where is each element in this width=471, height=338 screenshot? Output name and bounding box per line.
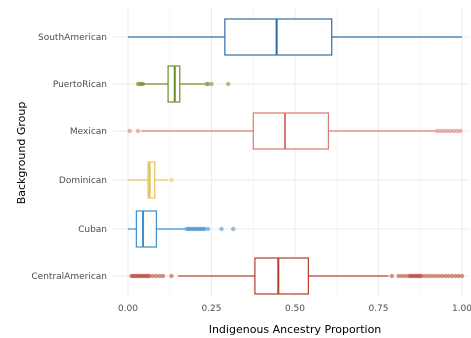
outlier-point bbox=[154, 273, 159, 279]
iqr-box bbox=[252, 112, 330, 150]
outlier-point bbox=[451, 128, 456, 134]
outlier-point bbox=[150, 273, 156, 279]
iqr-box bbox=[135, 210, 157, 248]
outlier-point bbox=[444, 128, 450, 134]
outlier-point bbox=[209, 81, 214, 87]
x-tick-label: 1.00 bbox=[452, 304, 471, 314]
outlier-point bbox=[458, 128, 463, 134]
outlier-point bbox=[436, 273, 441, 279]
x-tick-label: 0.75 bbox=[368, 304, 388, 314]
y-tick-label: CentralAmerican bbox=[31, 272, 107, 282]
outlier-point bbox=[160, 273, 166, 279]
box-mexican bbox=[127, 112, 463, 150]
y-tick-label: PuertoRican bbox=[53, 80, 107, 90]
outlier-point bbox=[399, 273, 405, 279]
outlier-point bbox=[449, 273, 455, 279]
y-tick-labels: SouthAmerican PuertoRican Mexican Dominican… bbox=[31, 33, 107, 282]
outlier-point bbox=[433, 273, 438, 279]
outlier-point bbox=[219, 226, 224, 232]
outlier-point bbox=[426, 273, 431, 279]
box-puertorican bbox=[135, 65, 231, 103]
x-tick-label: 0.00 bbox=[118, 304, 138, 314]
outlier-point bbox=[456, 273, 461, 279]
outlier-point bbox=[147, 273, 152, 279]
outlier-point bbox=[453, 273, 458, 279]
iqr-box bbox=[147, 161, 156, 199]
outlier-point bbox=[226, 81, 231, 87]
outlier-point bbox=[459, 273, 465, 279]
outlier-point bbox=[446, 273, 451, 279]
x-tick-label: 0.25 bbox=[201, 304, 221, 314]
outlier-point bbox=[205, 226, 211, 232]
y-axis-title: Background Group bbox=[15, 102, 28, 205]
outlier-point bbox=[423, 273, 428, 279]
outlier-point bbox=[419, 273, 425, 279]
y-tick-label: Cuban bbox=[78, 225, 107, 235]
x-tick-label: 0.50 bbox=[285, 304, 305, 314]
x-axis-title: Indigenous Ancestry Proportion bbox=[209, 323, 382, 336]
box-centralamerican bbox=[129, 257, 465, 295]
outlier-point bbox=[448, 128, 453, 134]
outlier-point bbox=[389, 273, 395, 279]
outlier-point bbox=[205, 81, 211, 87]
y-tick-label: SouthAmerican bbox=[38, 33, 107, 43]
outlier-point bbox=[443, 273, 448, 279]
outlier-point bbox=[434, 128, 440, 134]
y-tick-label: Dominican bbox=[59, 176, 107, 186]
iqr-box bbox=[224, 18, 333, 56]
outlier-point bbox=[169, 177, 174, 183]
iqr-box bbox=[254, 257, 309, 295]
box-dominican bbox=[128, 161, 174, 199]
outlier-point bbox=[202, 226, 208, 232]
outlier-point bbox=[157, 273, 162, 279]
outlier-point bbox=[127, 128, 132, 134]
outlier-point bbox=[403, 273, 408, 279]
outlier-point bbox=[396, 273, 401, 279]
outlier-point bbox=[454, 128, 460, 134]
outlier-point bbox=[169, 273, 174, 279]
boxes bbox=[127, 18, 465, 295]
box-southamerican bbox=[128, 18, 462, 56]
outlier-point bbox=[441, 128, 446, 134]
box-cuban bbox=[128, 210, 236, 248]
outlier-point bbox=[438, 128, 443, 134]
outlier-point bbox=[429, 273, 435, 279]
outlier-point bbox=[140, 81, 146, 87]
outlier-point bbox=[439, 273, 445, 279]
x-tick-labels: 0.00 0.25 0.50 0.75 1.00 bbox=[118, 304, 471, 314]
outlier-point bbox=[135, 128, 141, 134]
outlier-point bbox=[231, 226, 236, 232]
y-tick-label: Mexican bbox=[70, 127, 107, 137]
